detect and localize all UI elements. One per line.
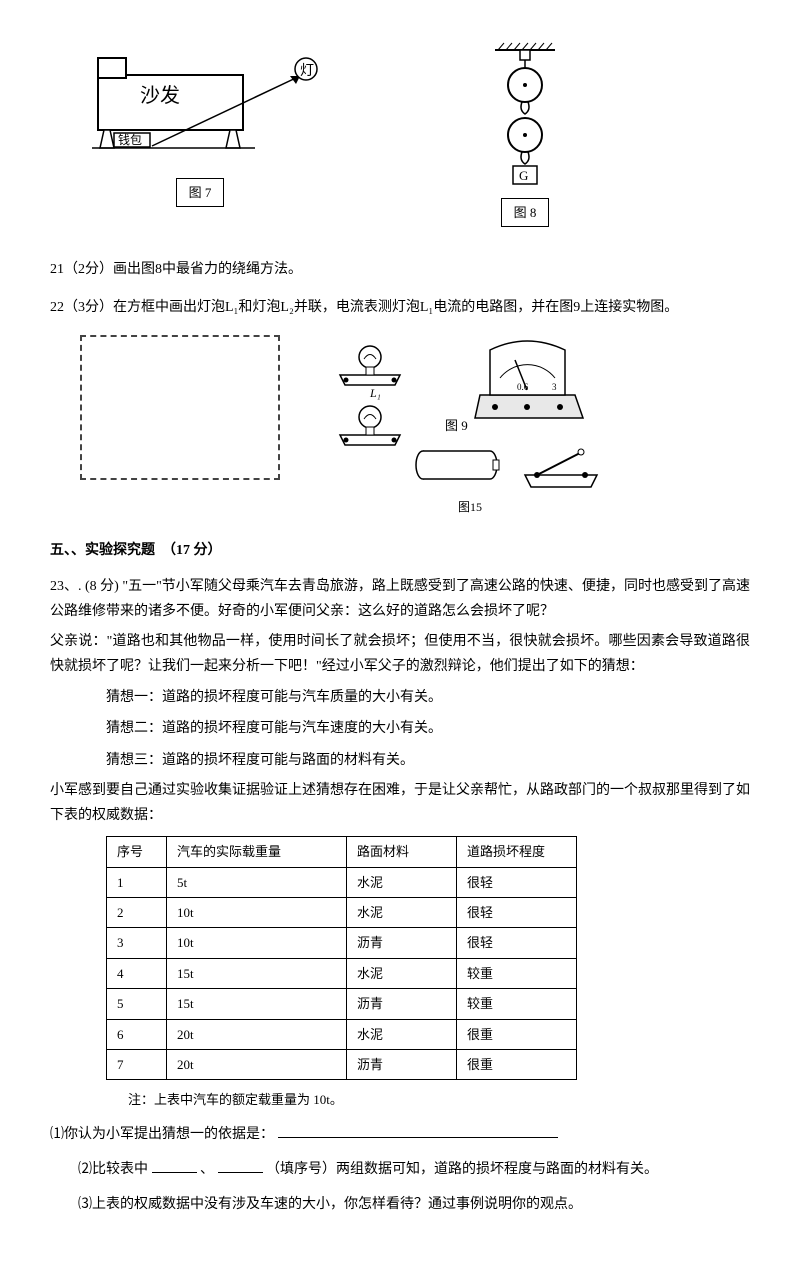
table-row: 620t水泥很重 [107,1019,577,1049]
table-row: 310t沥青很轻 [107,928,577,958]
table-cell: 7 [107,1049,167,1079]
th-material: 路面材料 [347,837,457,867]
th-damage: 道路损坏程度 [457,837,577,867]
table-row: 515t沥青较重 [107,989,577,1019]
table-cell: 10t [167,928,347,958]
guess-1: 猜想一：道路的损坏程度可能与汽车质量的大小有关。 [106,685,750,710]
fig9-inner: 图15 [458,497,482,519]
table-header-row: 序号 汽车的实际载重量 路面材料 道路损坏程度 [107,837,577,867]
table-row: 415t水泥较重 [107,958,577,988]
table-row: 15t水泥很轻 [107,867,577,897]
sub-q2-c: （填序号）两组数据可知，道路的损坏程度与路面的材料有关。 [266,1162,658,1177]
table-cell: 很重 [457,1049,577,1079]
svg-text:3: 3 [552,382,557,392]
table-cell: 很轻 [457,867,577,897]
table-cell: 5 [107,989,167,1019]
figure-9-svg: L₁ 0.6 3 图 9 [320,335,620,495]
table-cell: 水泥 [347,1019,457,1049]
guess-2: 猜想二：道路的损坏程度可能与汽车速度的大小有关。 [106,716,750,741]
table-note: 注：上表中汽车的额定载重量为 10t。 [128,1088,750,1111]
table-cell: 10t [167,898,347,928]
figure-8-box: G 图 8 [490,40,560,227]
figure-7-box: 沙发 钱包 灯 图 7 [80,40,320,227]
guess-3: 猜想三：道路的损坏程度可能与路面的材料有关。 [106,748,750,773]
table-cell: 20t [167,1019,347,1049]
table-cell: 很轻 [457,928,577,958]
table-cell: 较重 [457,989,577,1019]
th-seq: 序号 [107,837,167,867]
figure-8-svg: G [490,40,560,190]
table-cell: 很轻 [457,898,577,928]
table-cell: 水泥 [347,958,457,988]
table-cell: 6 [107,1019,167,1049]
weight-g-text: G [519,168,528,183]
data-table: 序号 汽车的实际载重量 路面材料 道路损坏程度 15t水泥很轻210t水泥很轻3… [106,836,577,1080]
blank-2a [152,1159,197,1173]
sub-q1-text: ⑴你认为小军提出猜想一的依据是： [50,1127,274,1142]
question-22: 22（3分）在方框中画出灯泡L₁和灯泡L₂并联，电流表测灯泡L₁电流的电路图，并… [50,295,750,320]
l1-label: L₁ [369,386,381,400]
table-row: 720t沥青很重 [107,1049,577,1079]
sub-q2-a: ⑵比较表中 [78,1162,148,1177]
table-cell: 1 [107,867,167,897]
table-cell: 15t [167,958,347,988]
q23-intro1: 23、. (8 分) "五一"节小军随父母乘汽车去青岛旅游，路上既感受到了高速公… [50,574,750,624]
answer-box [80,335,280,480]
fig8-label: 图 8 [501,198,550,227]
table-cell: 沥青 [347,928,457,958]
blank-2b [218,1159,263,1173]
table-cell: 5t [167,867,347,897]
table-cell: 20t [167,1049,347,1079]
figure-row: 沙发 钱包 灯 图 7 [50,40,750,227]
sofa-text: 沙发 [140,84,180,107]
lamp-text: 灯 [300,63,314,79]
question-21: 21（2分）画出图8中最省力的绕绳方法。 [50,257,750,282]
sub-q3: ⑶上表的权威数据中没有涉及车速的大小，你怎样看待？通过事例说明你的观点。 [78,1192,750,1217]
q22-figures: L₁ 0.6 3 图 9 [80,335,750,519]
table-cell: 3 [107,928,167,958]
table-cell: 水泥 [347,867,457,897]
figure-9-block: L₁ 0.6 3 图 9 [320,335,620,519]
th-load: 汽车的实际载重量 [167,837,347,867]
q23-after: 小军感到要自己通过实验收集证据验证上述猜想存在困难，于是让父亲帮忙，从路政部门的… [50,778,750,828]
wallet-text: 钱包 [118,132,142,147]
sub-q2: ⑵比较表中 、 （填序号）两组数据可知，道路的损坏程度与路面的材料有关。 [78,1157,750,1182]
table-cell: 较重 [457,958,577,988]
fig9-label: 图 9 [445,418,468,433]
sub-q1: ⑴你认为小军提出猜想一的依据是： [50,1122,750,1147]
blank-line-1 [278,1124,558,1138]
table-cell: 2 [107,898,167,928]
svg-text:0.6: 0.6 [517,382,529,392]
table-cell: 4 [107,958,167,988]
table-cell: 水泥 [347,898,457,928]
figure-7-svg: 沙发 钱包 灯 [80,40,320,170]
table-cell: 很重 [457,1019,577,1049]
table-cell: 15t [167,989,347,1019]
table-cell: 沥青 [347,1049,457,1079]
fig7-label: 图 7 [176,178,225,207]
sub-q2-b: 、 [200,1162,214,1177]
table-row: 210t水泥很轻 [107,898,577,928]
section-5-heading: 五、、实验探究题 （17 分） [50,538,750,563]
table-cell: 沥青 [347,989,457,1019]
q23-intro2: 父亲说："道路也和其他物品一样，使用时间长了就会损坏；但使用不当，很快就会损坏。… [50,629,750,679]
